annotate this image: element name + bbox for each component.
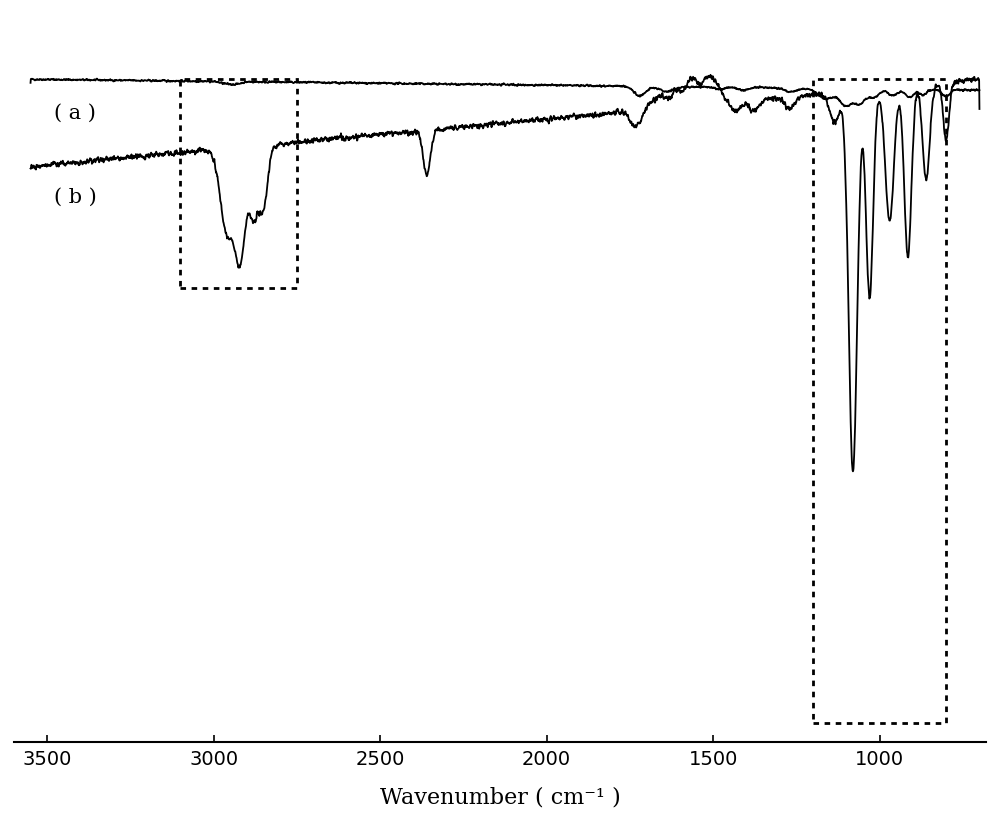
Text: ( a ): ( a ) (54, 104, 96, 122)
Bar (180, 79, 297, 289)
X-axis label: Wavenumber ( cm⁻¹ ): Wavenumber ( cm⁻¹ ) (380, 786, 620, 808)
Text: ( b ): ( b ) (54, 187, 97, 206)
Bar (813, 79, 946, 723)
